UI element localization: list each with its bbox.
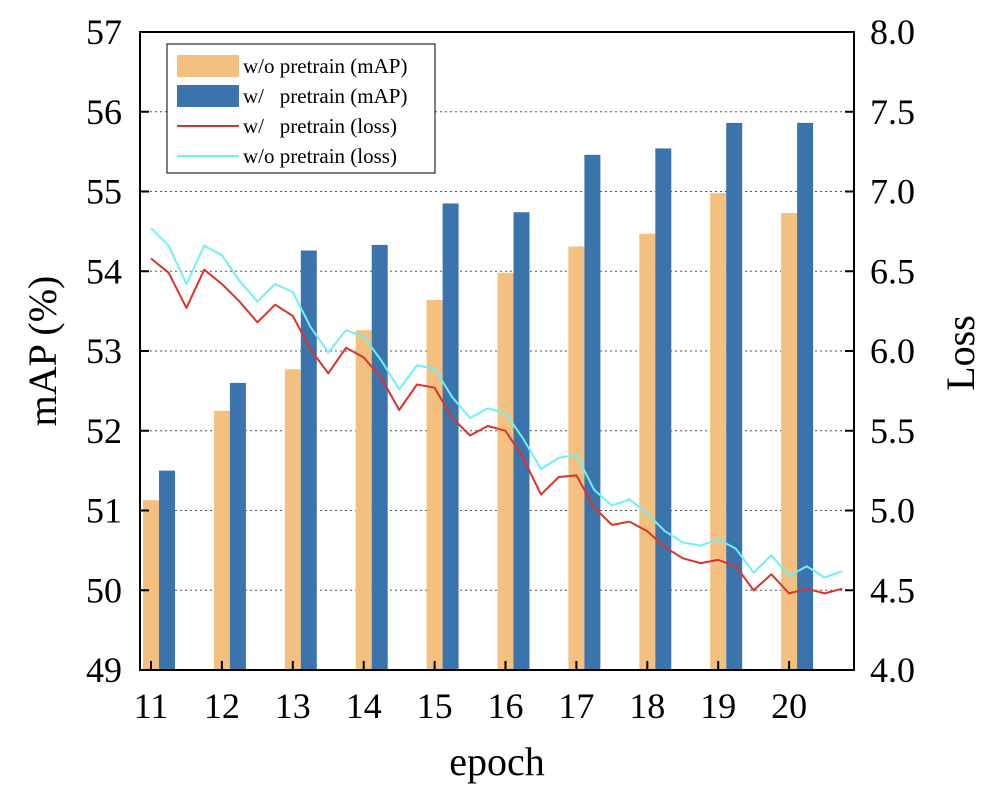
y2-tick-label: 7.5 [870, 92, 915, 132]
legend-label: w/o pretrain (mAP) [243, 54, 407, 78]
bar [143, 500, 159, 670]
x-axis-title: epoch [449, 739, 545, 784]
bar [639, 233, 656, 670]
bar [568, 246, 585, 670]
y2-tick-label: 8.0 [870, 12, 915, 52]
y-axis-title: mAP (%) [20, 276, 65, 427]
legend-swatch [177, 55, 239, 77]
x-tick-label: 18 [629, 686, 665, 726]
y2-tick-label: 4.5 [870, 570, 915, 610]
loss-line [150, 227, 843, 579]
bar [300, 250, 317, 670]
x-tick-label: 20 [771, 686, 807, 726]
bar [655, 148, 672, 670]
x-tick-label: 14 [346, 686, 382, 726]
bar [781, 213, 798, 670]
bar [159, 470, 175, 670]
legend-label: w/o pretrain (loss) [243, 144, 397, 168]
x-tick-label: 15 [417, 686, 453, 726]
y-tick-label: 56 [86, 92, 122, 132]
loss-line [150, 257, 843, 595]
y-tick-label: 51 [86, 491, 122, 531]
x-tick-label: 19 [700, 686, 736, 726]
y2-axis-title: Loss [938, 315, 983, 391]
bar [284, 369, 301, 670]
gridlines [140, 111, 854, 591]
legend-label: w/ pretrain (mAP) [243, 84, 407, 108]
legend: w/o pretrain (mAP) w/ pretrain (mAP) w/ pr… [166, 43, 436, 174]
y-tick-label: 55 [86, 172, 122, 212]
bar [513, 212, 530, 671]
bar [355, 330, 372, 670]
bar [371, 244, 388, 670]
legend-label: w/ pretrain (loss) [243, 114, 397, 138]
tick-labels: 49 50 51 52 53 54 55 56 57 4.0 4.5 5.0 5.5 6.0 6.5 7.0 7… [86, 12, 915, 726]
y-tick-label: 57 [86, 12, 122, 52]
bar [229, 382, 246, 670]
y2-tick-label: 6.5 [870, 251, 915, 291]
axis-ticks [140, 31, 854, 671]
bar [584, 154, 601, 670]
y2-tick-label: 4.0 [870, 650, 915, 690]
bar [497, 272, 514, 670]
legend-swatch [177, 85, 239, 107]
bars [143, 122, 814, 671]
y2-tick-label: 7.0 [870, 172, 915, 212]
x-tick-label: 17 [558, 686, 594, 726]
y-tick-label: 53 [86, 331, 122, 371]
y-tick-label: 49 [86, 650, 122, 690]
bar [726, 122, 743, 671]
x-tick-label: 12 [204, 686, 240, 726]
x-tick-label: 13 [275, 686, 311, 726]
y2-tick-label: 6.0 [870, 331, 915, 371]
y-tick-label: 54 [86, 251, 122, 291]
bar [442, 203, 459, 670]
x-tick-label: 11 [134, 686, 169, 726]
loss-lines [150, 227, 843, 595]
bar [710, 193, 727, 670]
y-tick-label: 52 [86, 411, 122, 451]
y2-tick-label: 5.5 [870, 411, 915, 451]
y2-tick-label: 5.0 [870, 491, 915, 531]
x-tick-label: 16 [488, 686, 524, 726]
bar [797, 122, 814, 671]
bar [213, 410, 230, 670]
bar [426, 299, 443, 670]
y-tick-label: 50 [86, 570, 122, 610]
